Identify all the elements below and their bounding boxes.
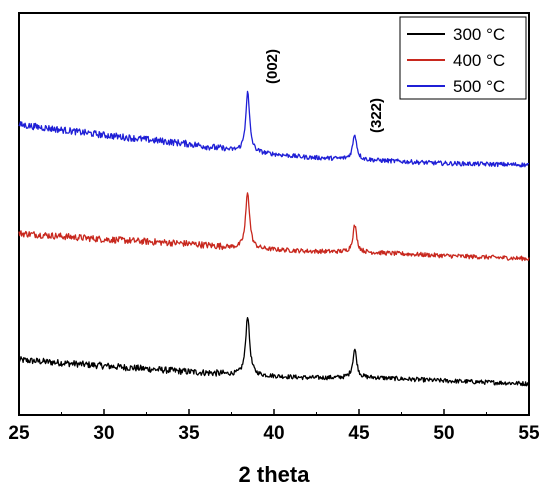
x-tick-label: 55 — [518, 423, 540, 444]
series-line-500 — [18, 90, 529, 168]
legend-label-400: 400 °C — [453, 51, 505, 70]
peak-label-002: (002) — [264, 49, 281, 84]
legend-label-300: 300 °C — [453, 25, 505, 44]
x-tick-label: 25 — [8, 423, 30, 444]
legend: 300 °C 400 °C 500 °C — [399, 16, 527, 100]
legend-label-500: 500 °C — [453, 77, 505, 96]
x-tick-label: 30 — [93, 423, 114, 444]
x-tick-label: 50 — [433, 423, 454, 444]
series-layer — [18, 90, 530, 387]
peak-label-322: (322) — [368, 98, 385, 133]
x-axis: 25 30 35 40 45 50 55 — [8, 409, 540, 444]
x-axis-title: 2 theta — [239, 462, 311, 487]
x-tick-label: 40 — [263, 423, 284, 444]
series-line-400 — [18, 192, 530, 262]
x-tick-label: 45 — [348, 423, 370, 444]
plot-area: 25 30 35 40 45 50 55 — [8, 12, 540, 444]
series-line-300 — [18, 316, 530, 387]
x-tick-label: 35 — [178, 423, 200, 444]
